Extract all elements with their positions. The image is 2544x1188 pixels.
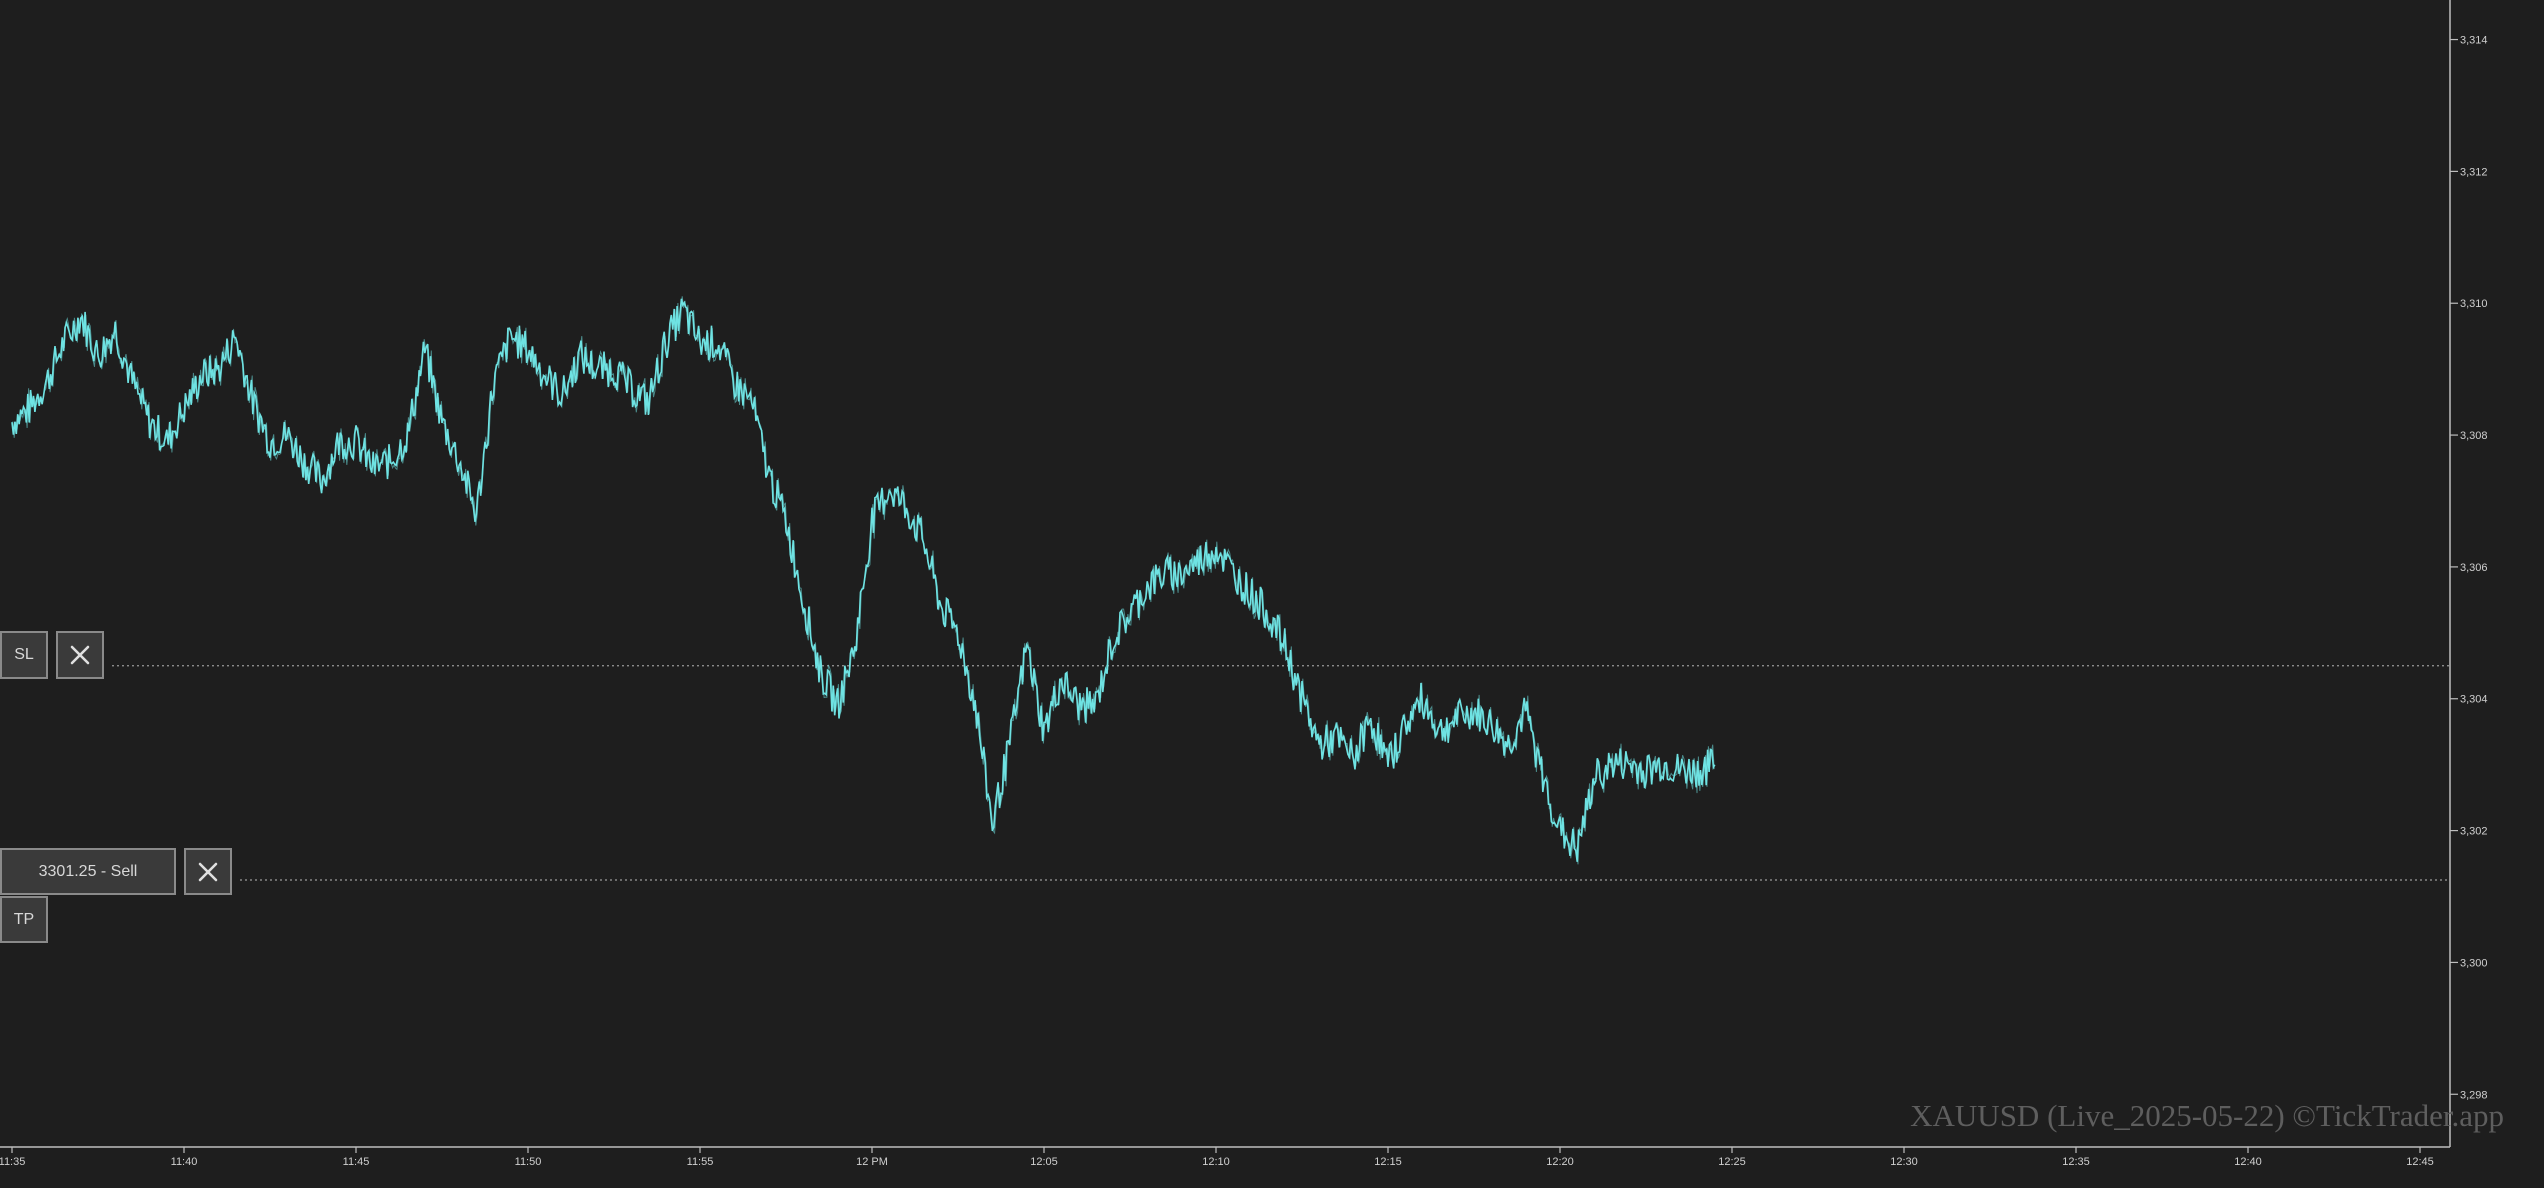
close-icon: [198, 862, 218, 881]
entry-order-label: 3301.25 - Sell: [38, 862, 138, 880]
close-sl-button[interactable]: [56, 631, 104, 679]
y-tick-label: 3,308: [2460, 430, 2488, 442]
x-tick-label: 11:35: [0, 1156, 25, 1168]
y-tick-label: 3,312: [2460, 166, 2488, 178]
sl-label: SL: [14, 646, 34, 663]
close-order-button[interactable]: [184, 848, 232, 895]
series-line: [11, 298, 1716, 862]
order-lines: [112, 665, 2450, 881]
x-tick-label: 12:35: [2062, 1156, 2090, 1168]
y-tick-label: 3,300: [2460, 957, 2488, 969]
x-tick-label: 12:20: [1546, 1156, 1574, 1168]
x-tick-label: 12:25: [1718, 1156, 1746, 1168]
series-line-detail: [12, 296, 1715, 865]
y-tick-label: 3,310: [2460, 298, 2488, 310]
y-tick-label: 3,298: [2460, 1089, 2488, 1101]
axes: [0, 0, 2451, 1148]
y-tick-label: 3,302: [2460, 826, 2488, 838]
y-tick-label: 3,304: [2460, 694, 2488, 706]
x-tick-label: 12:40: [2234, 1156, 2262, 1168]
close-icon: [70, 645, 90, 665]
y-tick-label: 3,314: [2460, 35, 2488, 47]
tp-button[interactable]: TP: [0, 896, 48, 943]
axis-ticks: 3,298 3,300 3,302 3,304 3,306 3,308 3,310 3,312…: [0, 35, 2488, 1168]
sl-button[interactable]: SL: [0, 631, 48, 679]
y-tick-label: 3,306: [2460, 562, 2488, 574]
x-tick-label: 12:15: [1374, 1156, 1402, 1168]
x-tick-label: 12:30: [1890, 1156, 1918, 1168]
x-tick-label: 12:05: [1030, 1156, 1058, 1168]
x-tick-label: 12:10: [1202, 1156, 1230, 1168]
x-tick-label: 12:45: [2406, 1156, 2434, 1168]
x-tick-label: 11:45: [343, 1156, 370, 1168]
x-tick-label: 11:40: [171, 1156, 198, 1168]
tp-label: TP: [13, 910, 35, 928]
x-tick-label: 12 PM: [856, 1156, 888, 1168]
watermark: XAUUSD (Live_2025-05-22) ©TickTrader.app: [1910, 1098, 2504, 1133]
entry-order-button[interactable]: 3301.25 - Sell: [0, 848, 176, 895]
x-tick-label: 11:55: [687, 1156, 714, 1168]
x-tick-label: 11:50: [515, 1156, 542, 1168]
